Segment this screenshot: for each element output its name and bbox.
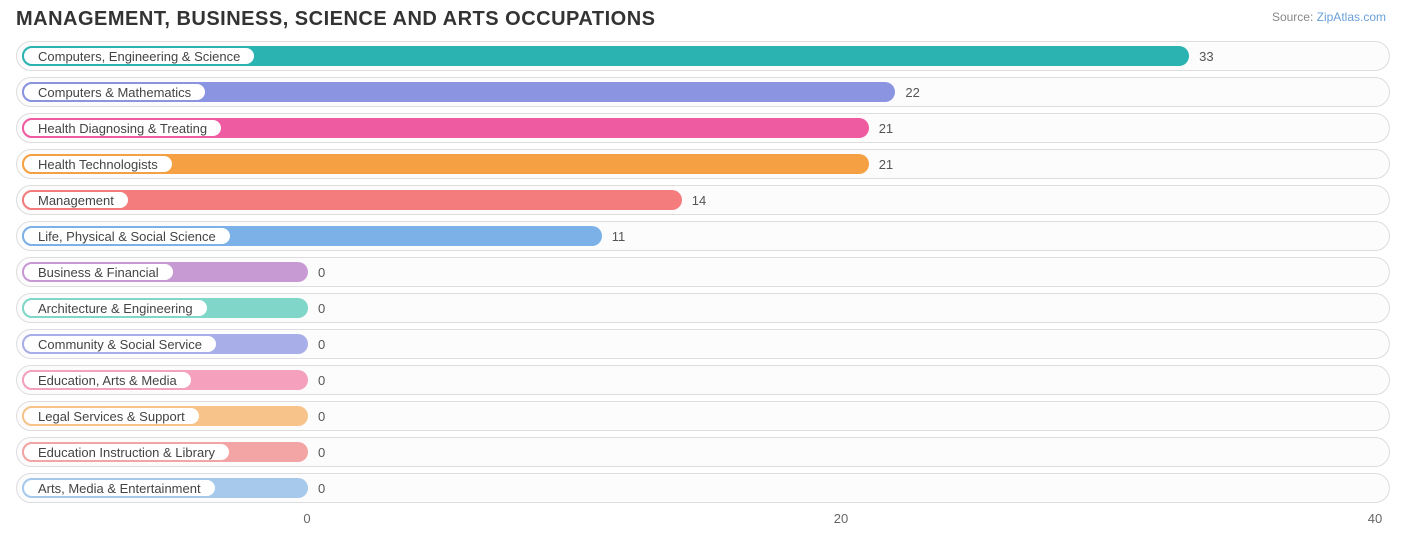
bar-row: Computers, Engineering & Science 33 bbox=[16, 41, 1390, 71]
bar-label: Community & Social Service bbox=[22, 334, 218, 354]
bar-value: 21 bbox=[869, 150, 893, 178]
bar-row: Health Technologists 21 bbox=[16, 149, 1390, 179]
bar-label: Life, Physical & Social Science bbox=[22, 226, 232, 246]
bar-row: Health Diagnosing & Treating 21 bbox=[16, 113, 1390, 143]
bar-row: Arts, Media & Entertainment 0 bbox=[16, 473, 1390, 503]
bar-label: Legal Services & Support bbox=[22, 406, 201, 426]
bar-row: Business & Financial 0 bbox=[16, 257, 1390, 287]
bar-row: Management 14 bbox=[16, 185, 1390, 215]
bar-value: 21 bbox=[869, 114, 893, 142]
bar-label: Architecture & Engineering bbox=[22, 298, 209, 318]
x-axis-tick: 0 bbox=[303, 511, 310, 526]
bar-label: Arts, Media & Entertainment bbox=[22, 478, 217, 498]
x-axis-tick: 40 bbox=[1368, 511, 1382, 526]
bar-value: 0 bbox=[308, 294, 325, 322]
bar-value: 0 bbox=[308, 366, 325, 394]
bar-value: 0 bbox=[308, 474, 325, 502]
bar-value: 22 bbox=[895, 78, 919, 106]
source-name: ZipAtlas.com bbox=[1317, 10, 1386, 24]
bar-value: 14 bbox=[682, 186, 706, 214]
bar-value: 0 bbox=[308, 402, 325, 430]
bar-label: Management bbox=[22, 190, 130, 210]
source-label: Source: bbox=[1272, 10, 1313, 24]
bar-row: Architecture & Engineering 0 bbox=[16, 293, 1390, 323]
bar-row: Legal Services & Support 0 bbox=[16, 401, 1390, 431]
source-attribution: Source: ZipAtlas.com bbox=[1272, 10, 1386, 24]
x-axis: 0 20 40 bbox=[16, 509, 1390, 533]
chart-title: MANAGEMENT, BUSINESS, SCIENCE AND ARTS O… bbox=[0, 0, 1406, 35]
bar-label: Business & Financial bbox=[22, 262, 175, 282]
bar-label: Computers & Mathematics bbox=[22, 82, 207, 102]
bar-value: 0 bbox=[308, 258, 325, 286]
bar-value: 0 bbox=[308, 330, 325, 358]
bar-value: 11 bbox=[602, 222, 626, 250]
bar-label: Education Instruction & Library bbox=[22, 442, 231, 462]
bar-row: Life, Physical & Social Science 11 bbox=[16, 221, 1390, 251]
bar-value: 0 bbox=[308, 438, 325, 466]
bar-row: Education Instruction & Library 0 bbox=[16, 437, 1390, 467]
bar-label: Education, Arts & Media bbox=[22, 370, 193, 390]
x-axis-tick: 20 bbox=[834, 511, 848, 526]
bar-row: Computers & Mathematics 22 bbox=[16, 77, 1390, 107]
bar-label: Computers, Engineering & Science bbox=[22, 46, 256, 66]
bar-row: Community & Social Service 0 bbox=[16, 329, 1390, 359]
bar-row: Education, Arts & Media 0 bbox=[16, 365, 1390, 395]
bar-value: 33 bbox=[1189, 42, 1213, 70]
bar-label: Health Technologists bbox=[22, 154, 174, 174]
bar-label: Health Diagnosing & Treating bbox=[22, 118, 223, 138]
chart-plot-area: Computers, Engineering & Science33Comput… bbox=[0, 35, 1406, 503]
